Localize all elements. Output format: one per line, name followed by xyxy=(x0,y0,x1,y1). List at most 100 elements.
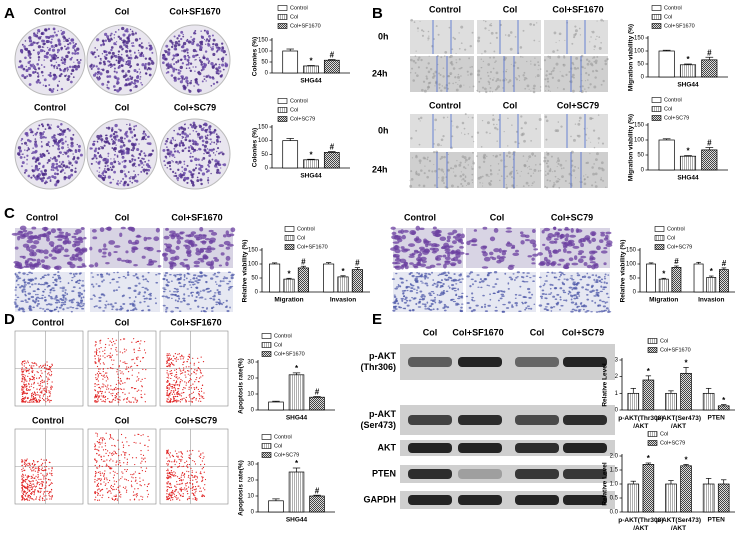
cell xyxy=(189,279,192,281)
cell xyxy=(410,170,413,173)
colony xyxy=(186,164,189,167)
colony xyxy=(178,144,181,146)
cell xyxy=(141,275,145,278)
event xyxy=(147,446,149,448)
cell xyxy=(552,306,556,308)
cell xyxy=(83,236,87,240)
cell xyxy=(68,299,71,302)
event xyxy=(145,369,147,371)
colony xyxy=(142,132,145,135)
cell xyxy=(458,32,460,34)
event xyxy=(44,367,46,369)
cell xyxy=(395,297,398,300)
cell xyxy=(183,244,188,247)
cell xyxy=(426,86,430,89)
cell xyxy=(421,29,424,32)
cell xyxy=(74,248,78,252)
colony xyxy=(90,147,93,150)
colony xyxy=(23,45,26,48)
cell xyxy=(574,287,578,290)
image-bg xyxy=(477,152,541,188)
cell xyxy=(199,276,202,278)
cell xyxy=(531,257,535,261)
colony xyxy=(181,149,185,152)
event xyxy=(25,388,28,391)
cell xyxy=(44,299,47,302)
cell xyxy=(438,299,441,302)
cell xyxy=(594,61,598,65)
cell xyxy=(443,242,450,248)
colony xyxy=(182,33,184,36)
colony xyxy=(76,156,80,160)
cell xyxy=(418,301,421,303)
cell xyxy=(458,79,460,81)
cell xyxy=(550,70,553,73)
event xyxy=(47,478,50,481)
cell xyxy=(533,84,536,88)
colony xyxy=(100,156,103,159)
cell xyxy=(92,236,98,240)
event xyxy=(144,352,147,354)
cell xyxy=(460,309,464,313)
event xyxy=(43,491,45,493)
cell xyxy=(589,41,591,43)
event xyxy=(25,386,27,388)
cell xyxy=(411,157,413,159)
cell xyxy=(40,297,44,300)
colony xyxy=(148,165,151,168)
cell xyxy=(526,160,528,162)
cell xyxy=(529,22,532,26)
cell xyxy=(133,263,138,267)
event xyxy=(27,476,29,478)
colony xyxy=(90,162,93,165)
cell xyxy=(69,306,73,308)
cell xyxy=(547,89,550,92)
colony xyxy=(111,147,114,149)
cell xyxy=(113,289,116,292)
cell xyxy=(571,61,574,65)
cell xyxy=(21,308,25,311)
cell xyxy=(600,231,605,234)
cell xyxy=(414,61,417,64)
cell xyxy=(534,57,536,59)
colony xyxy=(105,158,109,162)
colony xyxy=(209,128,212,131)
cell xyxy=(551,271,554,274)
cell xyxy=(497,299,500,302)
event xyxy=(142,479,144,481)
colony xyxy=(177,69,180,72)
colony xyxy=(58,151,61,153)
event xyxy=(23,463,25,465)
cell xyxy=(186,253,192,258)
colony xyxy=(207,151,210,155)
cell xyxy=(595,279,599,282)
colony xyxy=(118,29,120,31)
cell xyxy=(36,296,40,299)
event xyxy=(31,383,33,385)
cell xyxy=(591,300,594,302)
colony xyxy=(50,168,53,171)
event xyxy=(111,344,114,346)
colony xyxy=(113,70,116,73)
colony xyxy=(117,66,120,70)
colony xyxy=(65,136,67,138)
cell xyxy=(425,75,428,78)
cell xyxy=(521,132,525,136)
colony xyxy=(73,52,77,55)
colony xyxy=(72,45,76,48)
cell xyxy=(408,309,412,312)
colony xyxy=(183,160,186,163)
event xyxy=(119,378,122,380)
colony xyxy=(169,156,171,158)
scratch-image xyxy=(543,150,608,189)
event xyxy=(22,467,24,469)
colony xyxy=(60,170,63,173)
event xyxy=(49,395,51,397)
event xyxy=(31,483,33,485)
cell xyxy=(465,295,469,298)
event xyxy=(102,383,104,385)
event xyxy=(23,491,25,494)
event xyxy=(33,483,35,485)
cell xyxy=(57,299,60,302)
colony xyxy=(51,175,55,179)
